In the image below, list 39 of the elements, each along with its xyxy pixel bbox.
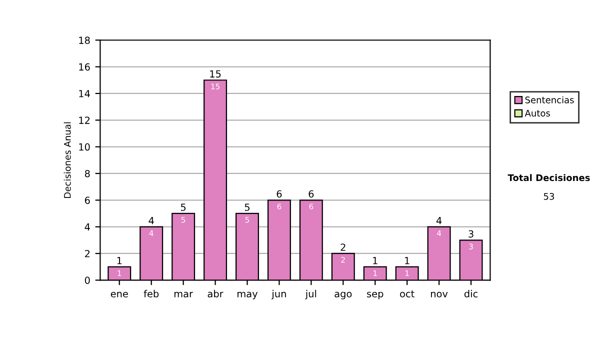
x-tick-label: abr [208,290,224,298]
total-label: 4 [148,217,154,224]
total-label: 1 [405,257,410,264]
total-label: 6 [308,190,314,198]
x-tick-label: feb [144,290,159,298]
y-tick-label: 18 [79,36,90,44]
x-tick-label: jul [305,290,316,300]
total-label: 5 [180,204,186,211]
total-label: 5 [244,204,250,211]
total-label: 4 [436,217,442,224]
text: 53 [544,192,554,200]
y-tick-label: 4 [84,223,90,231]
y-tick-label: 2 [85,250,90,258]
x-tick-label: dic [464,290,478,298]
total-label: 6 [276,190,282,198]
x-tick-label: nov [431,292,448,298]
x-tick-label: sep [367,292,384,300]
legend-label: Sentencias [525,96,574,104]
total-label: 2 [340,244,346,251]
total-label: 1 [373,257,378,264]
text: Total Decisiones [508,174,590,182]
x-tick-label: jun [272,290,286,300]
y-tick-label: 12 [79,116,90,124]
total-label: 3 [468,230,474,238]
y-tick-label: 0 [84,276,90,284]
total-label: 1 [117,257,122,264]
y-tick-label: 10 [79,143,90,151]
y-tick-label: 14 [79,90,90,98]
y-tick-label: 6 [84,196,90,204]
x-tick-label: mar [174,292,194,298]
legend-label: Autos [524,110,550,117]
y-tick-label: 16 [79,63,90,71]
x-tick-label: ene [110,292,128,298]
x-tick-label: oct [400,290,414,298]
x-tick-label: may [238,292,258,300]
total-label: 15 [210,70,221,78]
y-axis-title: Decisiones Anual [64,122,71,198]
x-tick-label: ago [334,292,352,300]
y-tick-label: 8 [84,170,90,178]
